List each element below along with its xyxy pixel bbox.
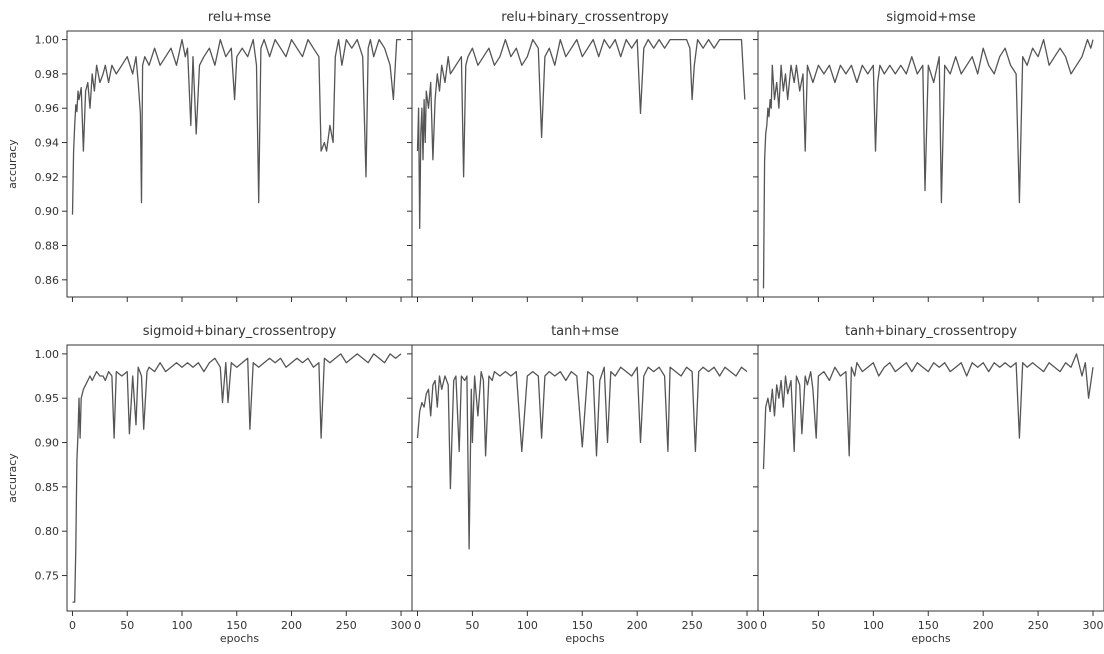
subplot-5: tanh+mse 0 50 100 150 200 250 300 epochs [407,324,759,645]
subplot-title: sigmoid+binary_crossentropy [143,324,337,339]
axes-frame [757,30,1104,298]
x-tick-label: 100 [517,619,538,632]
y-tick-label: 0.80 [35,525,60,538]
y-tick-label: 0.88 [35,240,60,253]
x-tick-label: 200 [627,619,648,632]
subplot-title: tanh+mse [551,324,619,339]
x-tick-label: 150 [918,619,939,632]
y-axis-label: accuracy [6,139,19,189]
subplot-1: relu+mse 0.86 0.88 0.90 0.92 0.94 0.96 0.98 1.00… [6,10,413,302]
accuracy-series-line [416,38,746,230]
x-tick-label: 100 [863,619,884,632]
accuracy-series-line [71,38,401,215]
x-tick-label: 200 [973,619,994,632]
y-tick-label: 1.00 [35,34,60,47]
y-tick-label: 0.90 [35,205,60,218]
accuracy-series-line [762,353,1094,470]
y-tick-label: 0.98 [35,68,60,81]
x-tick-label: 50 [120,619,134,632]
subplot-title: relu+binary_crossentropy [501,10,669,25]
x-tick-label: 0 [69,619,76,632]
x-tick-label: 250 [336,619,357,632]
x-tick-label: 300 [391,619,412,632]
y-tick-label: 0.86 [35,274,60,287]
y-axis-label: accuracy [6,453,19,503]
x-tick-label: 50 [465,619,479,632]
x-axis-label: epochs [911,632,950,645]
subplot-title: relu+mse [208,10,271,25]
x-tick-label: 100 [172,619,193,632]
axes-frame [757,344,1104,612]
y-tick-label: 0.95 [35,392,60,405]
x-tick-label: 150 [226,619,247,632]
x-tick-label: 0 [414,619,421,632]
x-tick-label: 150 [572,619,593,632]
y-tick-label: 1.00 [35,348,60,361]
subplot-3: sigmoid+mse [753,10,1104,302]
x-tick-label: 250 [682,619,703,632]
subplot-4: sigmoid+binary_crossentropy 0 50 100 150 200 2… [6,324,413,645]
x-axis-label: epochs [220,632,259,645]
x-tick-label: 0 [760,619,767,632]
subplot-6: tanh+binary_crossentropy 0 50 100 150 200 250 3… [753,324,1104,645]
y-tick-label: 0.75 [35,570,60,583]
accuracy-series-line [762,38,1094,289]
y-tick-label: 0.94 [35,137,60,150]
x-tick-label: 300 [1083,619,1104,632]
x-axis-label: epochs [565,632,604,645]
x-tick-label: 50 [811,619,825,632]
subplot-title: tanh+binary_crossentropy [845,324,1017,339]
x-tick-label: 300 [737,619,758,632]
accuracy-series-line [72,353,402,603]
y-tick-label: 0.85 [35,481,60,494]
accuracy-series-line [416,366,748,550]
y-tick-label: 0.96 [35,102,60,115]
x-tick-label: 250 [1028,619,1049,632]
y-tick-label: 0.90 [35,437,60,450]
x-tick-label: 200 [281,619,302,632]
subplot-title: sigmoid+mse [886,10,975,25]
y-tick-label: 0.92 [35,171,60,184]
